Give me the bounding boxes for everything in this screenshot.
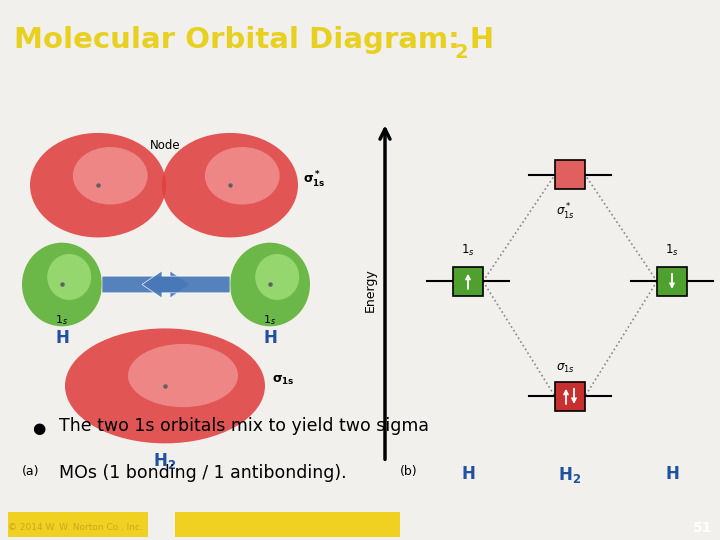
Ellipse shape xyxy=(205,147,279,205)
Ellipse shape xyxy=(30,133,166,238)
Text: 51: 51 xyxy=(693,521,712,535)
Ellipse shape xyxy=(65,328,265,443)
Text: The two 1s orbitals mix to yield two sigma: The two 1s orbitals mix to yield two sig… xyxy=(59,417,429,435)
Text: © 2014 W. W. Norton Co., Inc.: © 2014 W. W. Norton Co., Inc. xyxy=(8,523,143,532)
Bar xyxy=(8,512,148,537)
Text: $\mathbf{H_2}$: $\mathbf{H_2}$ xyxy=(559,465,582,485)
Text: ●: ● xyxy=(32,421,45,436)
Text: (b): (b) xyxy=(400,465,418,478)
Text: $\mathbf{H_2}$: $\mathbf{H_2}$ xyxy=(153,451,176,471)
Text: H: H xyxy=(461,465,475,483)
Text: Molecular Orbital Diagram: H: Molecular Orbital Diagram: H xyxy=(14,26,494,54)
Text: H: H xyxy=(665,465,679,483)
Ellipse shape xyxy=(128,344,238,407)
Text: $1_s$: $1_s$ xyxy=(264,313,276,327)
Bar xyxy=(555,382,585,411)
Text: Node: Node xyxy=(150,139,180,152)
Ellipse shape xyxy=(73,147,148,205)
Bar xyxy=(453,267,483,296)
Text: H: H xyxy=(263,329,277,347)
FancyArrow shape xyxy=(102,271,190,298)
Text: (a): (a) xyxy=(22,465,40,478)
Ellipse shape xyxy=(48,254,91,300)
Ellipse shape xyxy=(255,254,300,300)
Text: $\sigma_{1s}$: $\sigma_{1s}$ xyxy=(556,362,575,375)
Ellipse shape xyxy=(162,133,298,238)
Text: Energy: Energy xyxy=(364,268,377,312)
FancyArrow shape xyxy=(142,271,230,298)
Ellipse shape xyxy=(230,242,310,326)
Ellipse shape xyxy=(22,242,102,326)
Text: $1_s$: $1_s$ xyxy=(461,243,475,258)
Bar xyxy=(657,267,687,296)
Text: 2: 2 xyxy=(454,43,467,62)
Text: MOs (1 bonding / 1 antibonding).: MOs (1 bonding / 1 antibonding). xyxy=(59,464,347,482)
Text: $\sigma^*_{1s}$: $\sigma^*_{1s}$ xyxy=(556,202,575,222)
Text: $\mathbf{\sigma_{1s}}$: $\mathbf{\sigma_{1s}}$ xyxy=(272,374,294,387)
Text: $1_s$: $1_s$ xyxy=(55,313,68,327)
Bar xyxy=(555,160,585,190)
Bar xyxy=(175,512,400,537)
Text: H: H xyxy=(55,329,69,347)
Text: $1_s$: $1_s$ xyxy=(665,243,679,258)
Text: $\mathbf{\sigma^*_{1s}}$: $\mathbf{\sigma^*_{1s}}$ xyxy=(303,170,325,190)
